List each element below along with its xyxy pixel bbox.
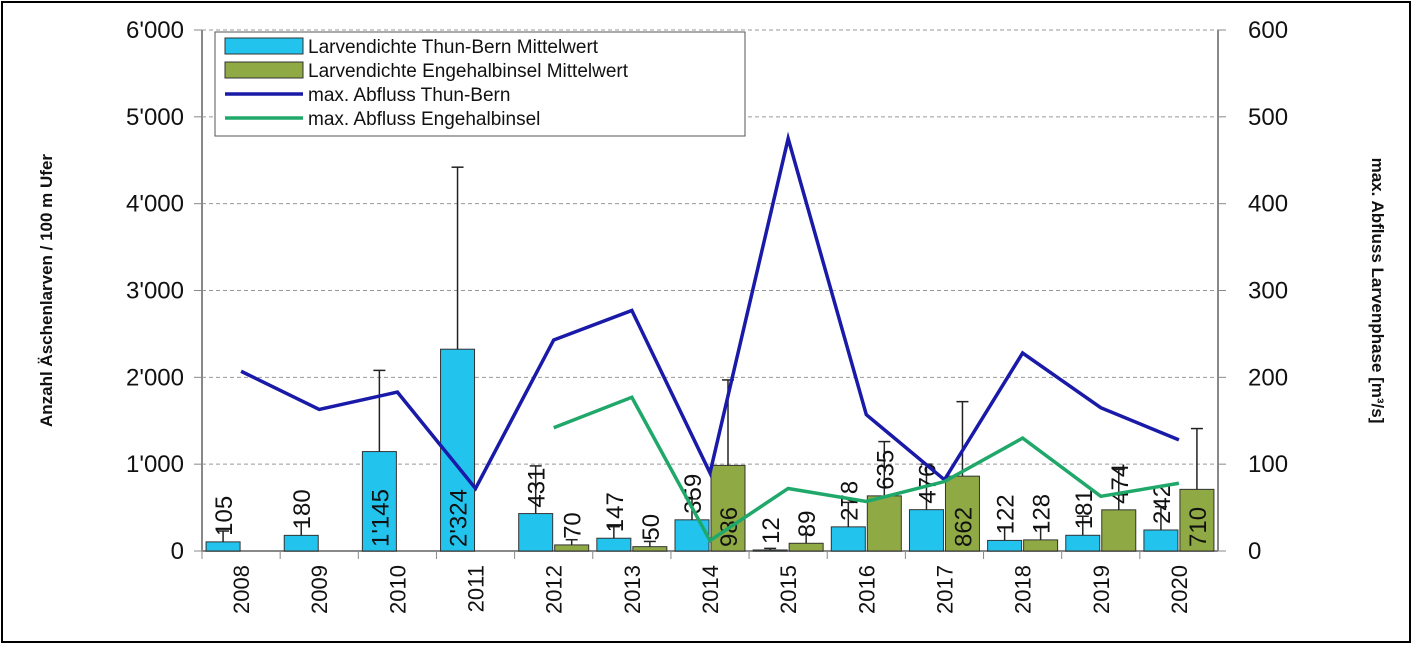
x-tick-label: 2018 (1011, 565, 1036, 614)
value-label: 128 (1029, 494, 1056, 534)
bar (361, 451, 397, 552)
bar (752, 549, 788, 552)
value-label: 242 (1149, 484, 1176, 524)
legend-label: Larvendichte Engehalbinsel Mittelwert (308, 61, 629, 82)
error-bar (878, 440, 891, 496)
y-axis-label: Anzahl Äschenlarven / 100 m Ufer (37, 154, 56, 427)
y2-tick-label: 500 (1248, 104, 1288, 131)
bar (554, 544, 590, 552)
y2-tick-label: 400 (1248, 191, 1288, 218)
legend-label: max. Abfluss Engehalbinsel (308, 109, 540, 130)
value-label: 2'324 (446, 489, 473, 547)
value-label: 710 (1185, 507, 1212, 547)
error-bar (607, 525, 620, 539)
value-label: 12 (758, 517, 785, 544)
error-bar (1076, 515, 1089, 536)
error-bar (565, 538, 578, 545)
y-tick-label: 5'000 (126, 104, 184, 131)
y-tick-label: 2'000 (126, 364, 184, 391)
error-bar (842, 501, 855, 527)
bar (632, 546, 668, 552)
bar (674, 519, 710, 552)
legend-swatch (224, 61, 304, 79)
x-tick-label: 2011 (464, 565, 489, 612)
error-bar (451, 166, 464, 350)
x-tick-label: 2012 (542, 565, 567, 614)
x-tick-label: 2014 (698, 565, 723, 614)
bar (205, 541, 241, 552)
x-tick-label: 2010 (385, 565, 410, 614)
bar (830, 526, 866, 552)
value-label: 862 (950, 507, 977, 547)
legend-label: Larvendichte Thun-Bern Mittelwert (308, 37, 599, 58)
y-tick-label: 0 (171, 538, 184, 565)
value-label: 431 (524, 468, 551, 508)
error-bar (529, 465, 542, 514)
x-tick-label: 2009 (307, 565, 332, 614)
bar (908, 509, 944, 552)
bar (866, 495, 902, 552)
value-label: 180 (289, 489, 316, 529)
value-label: 89 (794, 511, 821, 538)
x-tick-label: 2008 (229, 565, 254, 614)
bar (944, 475, 980, 552)
line (553, 395, 1180, 544)
bar (1101, 509, 1137, 552)
legend-swatch (224, 37, 304, 55)
bar (1023, 539, 1059, 552)
y-tick-label: 4'000 (126, 191, 184, 218)
x-tick-label: 2016 (854, 565, 879, 614)
legend: Larvendichte Thun-Bern Mittelwert Larvend… (214, 31, 746, 137)
error-bar (1190, 427, 1203, 490)
error-bar (1112, 468, 1125, 510)
legend-label: max. Abfluss Thun-Bern (308, 85, 510, 106)
y2-axis-label: max. Abfluss Larvenphase [m³/s] (1368, 158, 1387, 424)
y-tick-label: 3'000 (126, 278, 184, 305)
line (240, 131, 1180, 492)
value-label: 474 (1107, 464, 1134, 504)
bar (518, 513, 554, 552)
y2-tick-label: 0 (1248, 538, 1261, 565)
error-bar (373, 369, 386, 452)
error-bar (1034, 526, 1047, 540)
value-label: 50 (638, 514, 665, 541)
bar (788, 542, 824, 552)
error-bar (800, 533, 813, 544)
bar (596, 537, 632, 552)
bar (1143, 529, 1179, 552)
value-label: 181 (1071, 489, 1098, 529)
bar (1065, 534, 1101, 552)
value-label: 70 (560, 512, 587, 539)
y2-tick-label: 600 (1248, 17, 1288, 44)
error-bar (998, 526, 1011, 541)
value-label: 635 (872, 450, 899, 490)
error-bar (217, 530, 230, 542)
value-label: 122 (993, 494, 1020, 534)
x-tick-label: 2020 (1167, 565, 1192, 614)
y2-tick-label: 100 (1248, 451, 1288, 478)
y-tick-label: 1'000 (126, 451, 184, 478)
x-tick-label: 2013 (620, 565, 645, 614)
y2-tick-label: 300 (1248, 278, 1288, 305)
x-tick-label: 2015 (776, 565, 801, 614)
value-label: 105 (211, 496, 238, 536)
bar (1179, 488, 1215, 552)
y-tick-label: 6'000 (126, 17, 184, 44)
bar (283, 534, 319, 552)
error-bar (295, 521, 308, 536)
bar (987, 539, 1023, 552)
value-label: 1'145 (367, 489, 394, 547)
x-tick-label: 2017 (932, 565, 957, 614)
error-bar (1154, 505, 1167, 530)
error-bar (643, 540, 656, 547)
error-bar (956, 400, 969, 477)
error-bar (764, 547, 777, 550)
value-label: 147 (602, 492, 629, 532)
x-tick-label: 2019 (1089, 565, 1114, 614)
y2-tick-label: 200 (1248, 364, 1288, 391)
